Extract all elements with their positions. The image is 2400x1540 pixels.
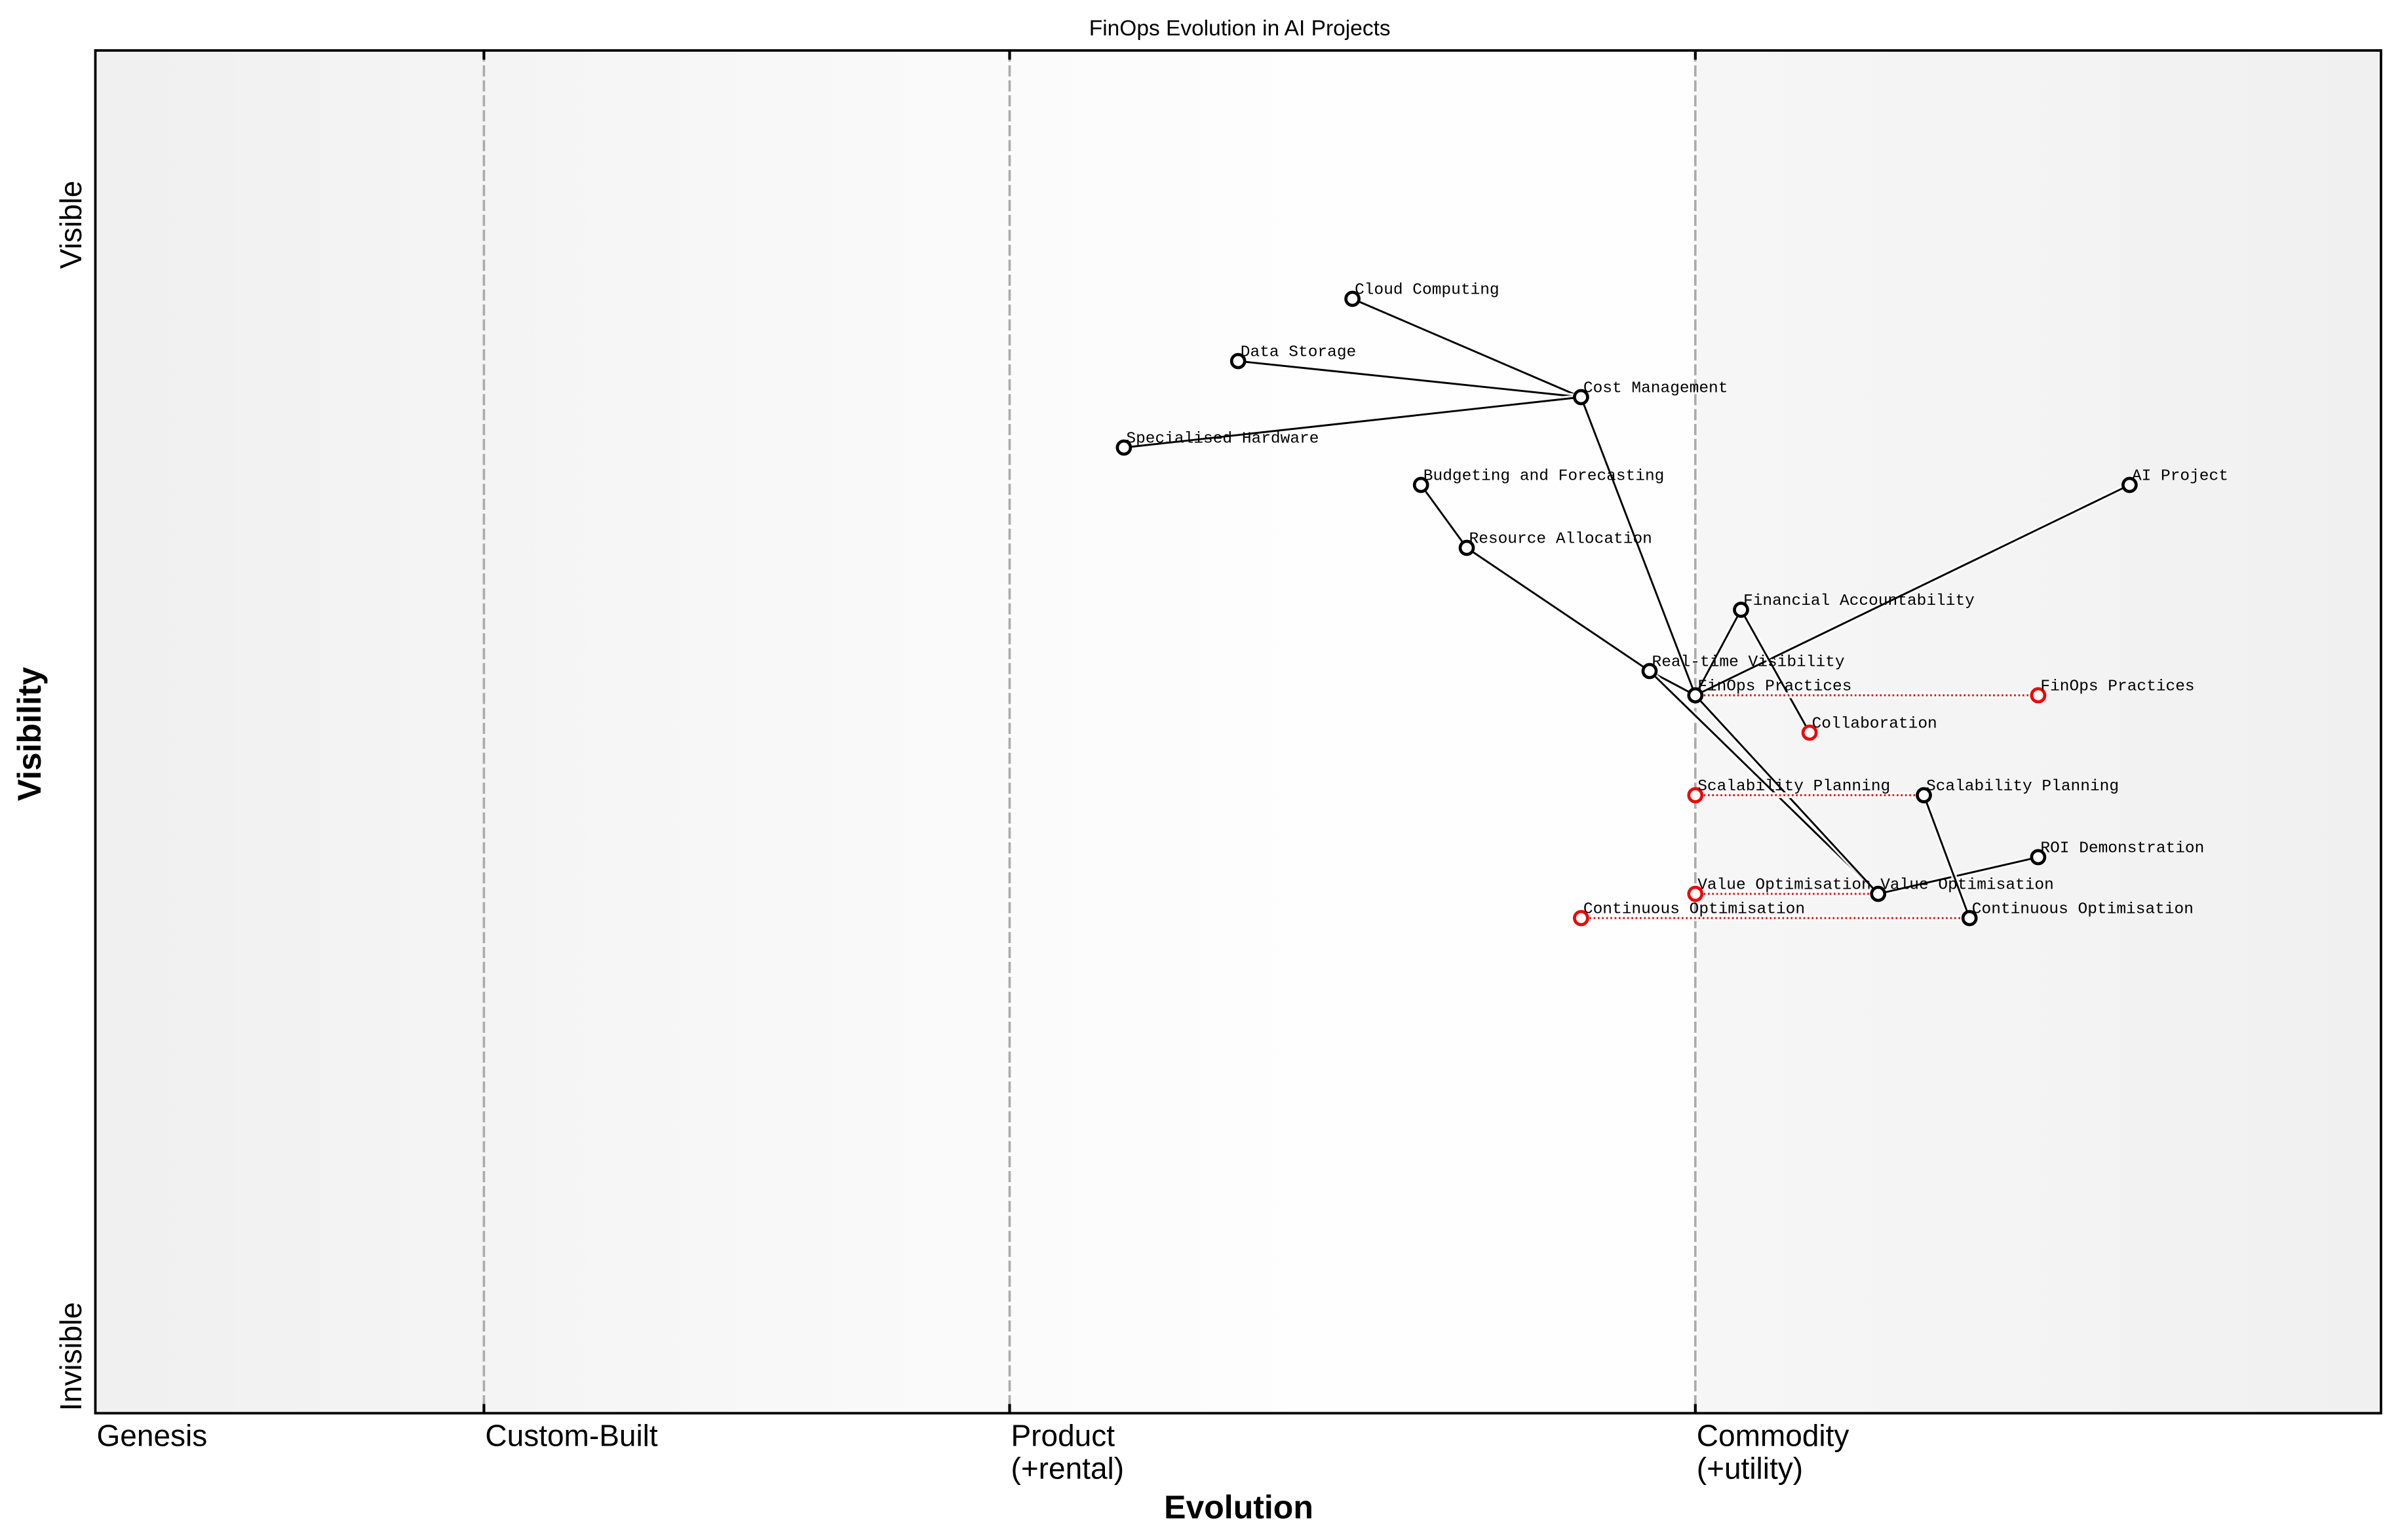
svg-text:Collaboration: Collaboration (1812, 716, 1937, 733)
svg-text:Budgeting and Forecasting: Budgeting and Forecasting (1423, 468, 1665, 486)
svg-text:FinOps Practices: FinOps Practices (2040, 678, 2194, 696)
svg-text:(+utility): (+utility) (1697, 1451, 1803, 1485)
svg-text:Scalability Planning: Scalability Planning (1697, 778, 1890, 796)
svg-text:FinOps Evolution in AI Project: FinOps Evolution in AI Projects (1089, 16, 1391, 41)
svg-text:Evolution: Evolution (1164, 1489, 1313, 1526)
svg-text:Continuous Optimisation: Continuous Optimisation (1583, 901, 1805, 919)
svg-text:Real-time Visibility: Real-time Visibility (1652, 654, 1845, 672)
svg-text:AI Project: AI Project (2132, 468, 2228, 486)
svg-text:Financial Accountability: Financial Accountability (1743, 592, 1975, 610)
svg-text:FinOps Practices: FinOps Practices (1697, 678, 1851, 696)
svg-text:Invisible: Invisible (54, 1302, 88, 1411)
svg-text:Specialised Hardware: Specialised Hardware (1126, 431, 1319, 448)
svg-text:Visible: Visible (54, 181, 88, 269)
svg-text:Scalability Planning: Scalability Planning (1926, 778, 2119, 796)
svg-text:Visibility: Visibility (11, 666, 48, 801)
svg-text:Cloud Computing: Cloud Computing (1355, 282, 1500, 299)
svg-text:Cost Management: Cost Management (1583, 380, 1728, 398)
svg-text:Genesis: Genesis (97, 1418, 208, 1452)
svg-text:Resource Allocation: Resource Allocation (1469, 531, 1652, 549)
svg-text:Continuous Optimisation: Continuous Optimisation (1972, 901, 2194, 919)
svg-text:Product: Product (1011, 1418, 1115, 1452)
svg-text:Value Optimisation: Value Optimisation (1697, 877, 1871, 895)
svg-text:Custom-Built: Custom-Built (485, 1418, 658, 1452)
svg-text:Data Storage: Data Storage (1241, 344, 1356, 362)
svg-text:ROI Demonstration: ROI Demonstration (2040, 840, 2204, 858)
svg-text:Commodity: Commodity (1697, 1418, 1849, 1452)
svg-text:Value Optimisation: Value Optimisation (1880, 877, 2054, 895)
svg-text:(+rental): (+rental) (1011, 1451, 1125, 1485)
